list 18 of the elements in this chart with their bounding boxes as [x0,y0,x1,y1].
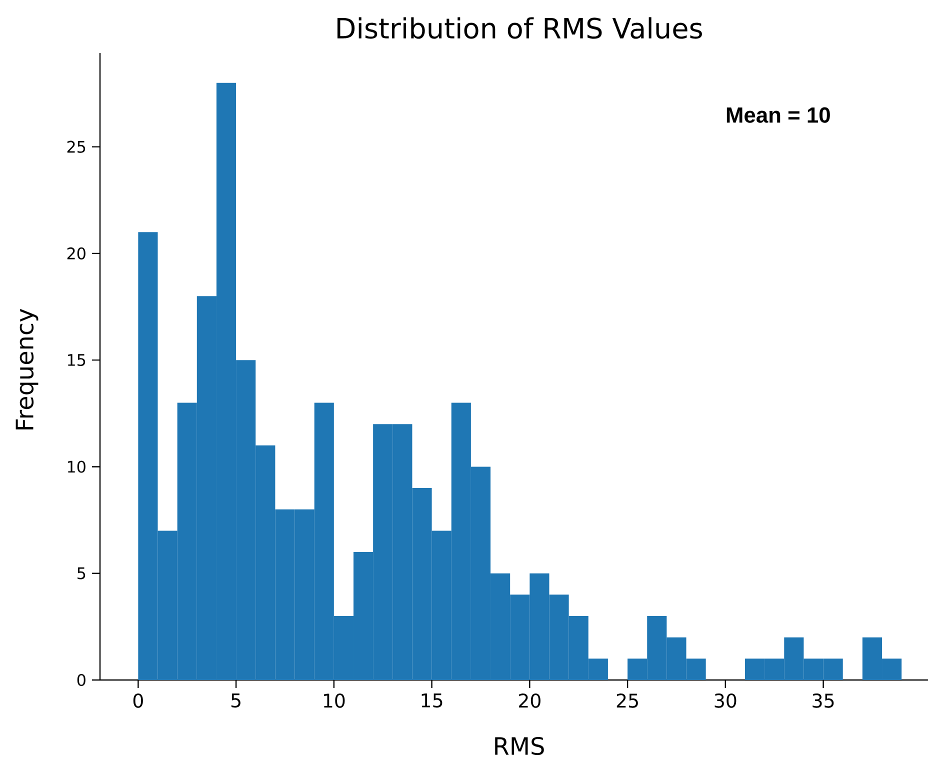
y-tick-label: 10 [68,460,86,473]
chart-title: Distribution of RMS Values [337,17,702,39]
x-tick-label: 15 [422,694,442,708]
x-tick-label: 35 [812,694,834,708]
x-tick-label: 20 [519,694,540,708]
x-axis-title: RMS [495,736,544,756]
y-tick-label: 20 [67,247,86,260]
y-tick-label: 25 [67,140,86,153]
y-axis-title: Frequency [16,308,38,430]
y-tick-label: 15 [68,354,86,366]
annotation: Mean = 10 [726,107,830,123]
x-tick-label: 25 [616,694,638,708]
y-tick-label: 5 [78,567,86,580]
x-tick-label: 10 [324,694,345,708]
x-tick-label: 5 [231,694,240,708]
x-tick-label: 30 [714,694,736,708]
x-tick-label: 0 [133,694,143,708]
y-tick-label: 0 [77,674,86,686]
